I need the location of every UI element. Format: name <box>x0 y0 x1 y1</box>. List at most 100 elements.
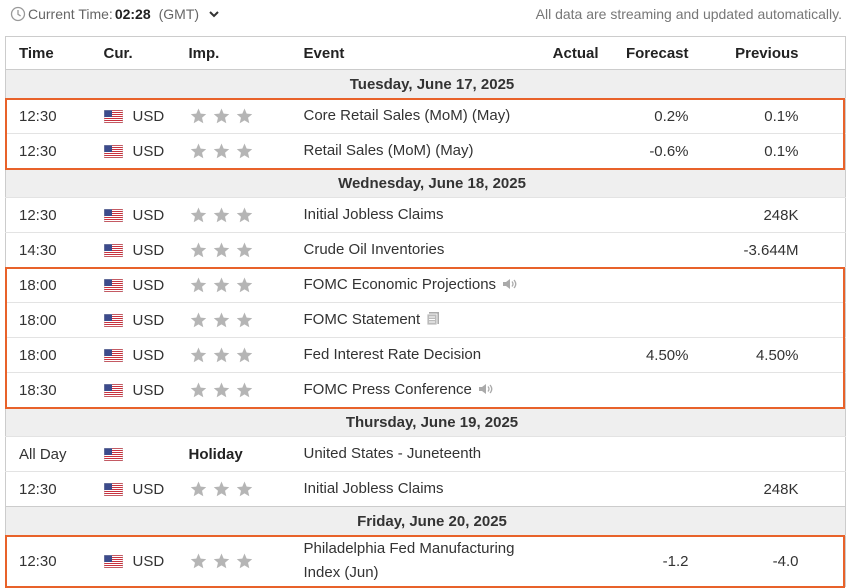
event-row[interactable]: 18:00 USD Fed Interest Rate Decision 4.50% 4… <box>5 337 846 373</box>
event-importance <box>175 98 291 134</box>
date-label: Wednesday, June 18, 2025 <box>5 168 846 198</box>
header-row: Time Cur. Imp. Event Actual Forecast Previous <box>5 36 846 70</box>
event-time: 12:30 <box>5 98 91 134</box>
event-importance <box>175 133 291 169</box>
event-cell: Core Retail Sales (MoM) (May) <box>290 98 541 134</box>
event-forecast-cell <box>610 471 701 507</box>
event-row[interactable]: 12:30 USD Initial Jobless Claims 248K <box>5 197 846 233</box>
importance-star <box>236 207 252 222</box>
dropdown-chevron[interactable] <box>207 7 221 21</box>
event-previous-cell: 0.1% <box>700 98 811 134</box>
time-value: 02:28 <box>114 6 151 22</box>
col-spacer <box>810 36 846 70</box>
event-importance <box>175 267 291 303</box>
us-flag <box>103 348 123 362</box>
spacer-cell <box>810 197 846 233</box>
importance-star <box>236 242 252 257</box>
importance-star <box>213 277 229 292</box>
event-time: 18:00 <box>5 337 91 373</box>
importance-star <box>236 108 252 123</box>
us-flag <box>103 208 123 222</box>
event-forecast-cell <box>610 232 701 268</box>
event-currency: USD <box>90 232 176 268</box>
spacer-cell <box>810 471 846 507</box>
event-actual-cell <box>540 197 611 233</box>
currency-code: USD <box>132 276 165 294</box>
event-row[interactable]: 12:30 USD Retail Sales (MoM) (May) -0.6% 0.1… <box>5 133 846 169</box>
event-currency: USD <box>90 98 176 134</box>
date-label: Tuesday, June 17, 2025 <box>5 69 846 99</box>
event-previous-cell: 4.50% <box>700 337 811 373</box>
event-currency: USD <box>90 471 176 507</box>
event-importance: Holiday <box>175 436 291 472</box>
importance-star <box>213 143 229 158</box>
event-time: 12:30 <box>5 535 91 587</box>
event-row[interactable]: 18:30 USD FOMC Press Conference <box>5 372 846 408</box>
currency-code: USD <box>132 381 165 399</box>
event-cell: Fed Interest Rate Decision <box>290 337 541 373</box>
current-time[interactable]: Current Time: 02:28 (GMT) <box>10 6 221 22</box>
event-importance <box>175 302 291 338</box>
event-row[interactable]: 14:30 USD Crude Oil Inventories -3.644M <box>5 232 846 268</box>
event-currency: USD <box>90 197 176 233</box>
event-time: All Day <box>5 436 91 472</box>
event-forecast: -1.2 <box>662 552 689 570</box>
event-row[interactable]: 12:30 USD Philadelphia Fed Manufacturing I… <box>5 535 846 587</box>
event-row[interactable]: All Day Holiday United States - Juneteenth <box>5 436 846 472</box>
event-previous-cell: -4.0 <box>700 535 811 587</box>
event-importance <box>175 535 291 587</box>
event-cell: Initial Jobless Claims <box>290 471 541 507</box>
event-currency: USD <box>90 372 176 408</box>
event-row[interactable]: 12:30 USD Core Retail Sales (MoM) (May) 0.2… <box>5 98 846 134</box>
event-previous-cell <box>700 436 811 472</box>
importance-star <box>236 347 252 362</box>
event-time: 18:00 <box>5 267 91 303</box>
spacer-cell <box>810 267 846 303</box>
event-name: Retail Sales (MoM) (May) <box>303 142 474 159</box>
event-actual-cell <box>540 337 611 373</box>
event-previous-cell <box>700 372 811 408</box>
importance-star <box>190 481 206 496</box>
currency-code: USD <box>132 480 165 498</box>
event-row[interactable]: 18:00 USD FOMC Statement <box>5 302 846 338</box>
event-currency: USD <box>90 302 176 338</box>
event-forecast: 4.50% <box>645 346 689 364</box>
currency-code: USD <box>132 142 165 160</box>
event-importance <box>175 232 291 268</box>
date-row: Wednesday, June 18, 2025 <box>5 168 846 198</box>
importance-star <box>236 553 252 568</box>
importance-star <box>236 143 252 158</box>
audio-icon[interactable] <box>478 382 494 396</box>
event-name: FOMC Statement <box>303 311 421 328</box>
event-actual-cell <box>540 372 611 408</box>
document-icon[interactable] <box>426 311 441 326</box>
currency-code: USD <box>132 311 165 329</box>
event-cell: FOMC Economic Projections <box>290 267 541 303</box>
event-time: 12:30 <box>5 471 91 507</box>
spacer-cell <box>810 232 846 268</box>
top-bar: Current Time: 02:28 (GMT) All data are st… <box>10 4 842 26</box>
event-forecast: 0.2% <box>654 107 689 125</box>
time-label: Current Time: <box>28 6 113 22</box>
currency-code: USD <box>132 346 165 364</box>
col-forecast: Forecast <box>610 36 701 70</box>
event-time: 18:00 <box>5 302 91 338</box>
calendar-table: Time Cur. Imp. Event Actual Forecast Previous … <box>5 36 846 587</box>
event-row[interactable]: 12:30 USD Initial Jobless Claims 248K <box>5 471 846 507</box>
importance-star <box>213 347 229 362</box>
event-forecast-cell <box>610 267 701 303</box>
event-row[interactable]: 18:00 USD FOMC Economic Projections <box>5 267 846 303</box>
event-currency <box>90 436 176 472</box>
event-time: 14:30 <box>5 232 91 268</box>
event-actual-cell <box>540 133 611 169</box>
event-previous-cell: 248K <box>700 471 811 507</box>
event-forecast-cell <box>610 302 701 338</box>
event-name: Initial Jobless Claims <box>303 480 444 497</box>
audio-icon[interactable] <box>502 277 518 291</box>
col-currency: Cur. <box>90 36 176 70</box>
event-actual-cell <box>540 535 611 587</box>
importance-star <box>213 481 229 496</box>
event-currency: USD <box>90 267 176 303</box>
event-currency: USD <box>90 133 176 169</box>
importance-star <box>236 481 252 496</box>
